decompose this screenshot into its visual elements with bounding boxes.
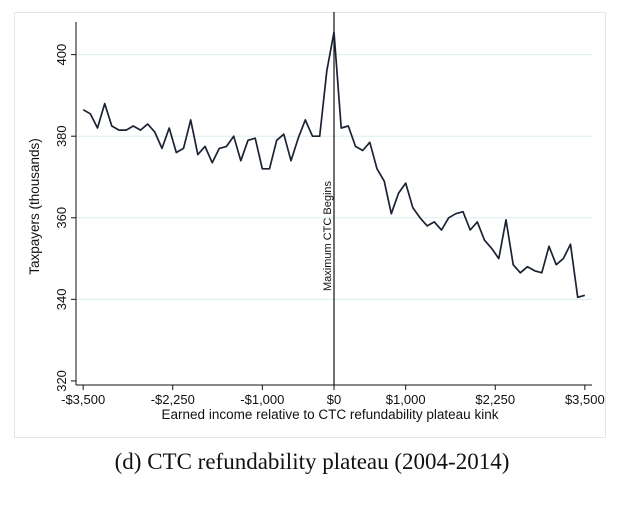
data-point: [583, 294, 586, 297]
data-point: [576, 296, 579, 299]
data-point: [196, 153, 199, 156]
data-point: [397, 192, 400, 195]
data-point: [411, 206, 414, 209]
data-point: [96, 127, 99, 130]
data-point: [118, 129, 121, 132]
data-point: [146, 123, 149, 126]
data-point: [376, 167, 379, 170]
y-tick-label-360: 360: [54, 207, 69, 229]
data-point: [469, 229, 472, 232]
y-tick-label-380: 380: [54, 125, 69, 147]
data-point: [161, 147, 164, 150]
data-point: [311, 135, 314, 138]
x-tick-label-0: -$3,500: [61, 392, 105, 407]
data-point: [182, 147, 185, 150]
data-point: [290, 159, 293, 162]
data-point: [569, 243, 572, 246]
data-point: [354, 145, 357, 148]
data-point: [275, 139, 278, 142]
data-point: [325, 69, 328, 72]
data-point: [462, 210, 465, 213]
data-point: [247, 139, 250, 142]
tick-layer: 320 340 360 380 400 -$3,500 -$2,250 -$1,000 $0 $1…: [54, 44, 605, 407]
data-point: [440, 229, 443, 232]
data-point: [533, 269, 536, 272]
data-point: [454, 212, 457, 215]
data-point: [390, 212, 393, 215]
data-point: [433, 220, 436, 223]
data-point: [404, 182, 407, 185]
data-point: [540, 271, 543, 274]
annotation-label: Maximum CTC Begins: [322, 180, 334, 291]
y-tick-label-340: 340: [54, 288, 69, 310]
data-point: [304, 118, 307, 121]
series-layer: [82, 31, 586, 299]
data-point: [340, 127, 343, 130]
data-point: [333, 31, 336, 34]
data-point: [318, 135, 321, 138]
data-point: [218, 147, 221, 150]
x-tick-label-5: $2,250: [475, 392, 515, 407]
data-point: [204, 145, 207, 148]
data-point: [368, 141, 371, 144]
data-point: [103, 102, 106, 105]
data-point: [225, 145, 228, 148]
data-point: [232, 135, 235, 138]
x-tick-label-6: $3,500: [565, 392, 605, 407]
x-tick-label-3: $0: [327, 392, 341, 407]
data-point: [125, 129, 128, 132]
data-point: [254, 137, 257, 140]
data-point: [361, 149, 364, 152]
data-point: [82, 108, 85, 111]
data-point: [297, 137, 300, 140]
data-point: [497, 257, 500, 260]
data-point: [526, 265, 529, 268]
data-point: [447, 216, 450, 219]
data-point: [239, 159, 242, 162]
data-point: [110, 125, 113, 128]
data-point: [426, 224, 429, 227]
data-point: [512, 263, 515, 266]
data-point: [168, 127, 171, 130]
data-point: [519, 271, 522, 274]
data-point: [347, 125, 350, 128]
data-point: [476, 220, 479, 223]
data-point: [562, 257, 565, 260]
figure-caption: (d) CTC refundability plateau (2004-2014…: [114, 449, 510, 474]
line-chart: 320 340 360 380 400 -$3,500 -$2,250 -$1,000 $0 $1…: [27, 12, 605, 422]
x-tick-label-4: $1,000: [386, 392, 426, 407]
annotation-layer: Maximum CTC Begins: [322, 12, 335, 385]
data-point: [189, 118, 192, 121]
y-tick-label-320: 320: [54, 370, 69, 392]
data-point: [548, 245, 551, 248]
x-tick-label-1: -$2,250: [151, 392, 195, 407]
data-point: [383, 180, 386, 183]
data-point: [419, 216, 422, 219]
data-point: [490, 247, 493, 250]
series-line-taxpayers: [82, 31, 586, 299]
data-point: [261, 167, 264, 170]
data-point: [483, 239, 486, 242]
data-point: [139, 129, 142, 132]
data-point: [175, 151, 178, 154]
data-point: [268, 167, 271, 170]
data-point: [132, 125, 135, 128]
y-tick-label-400: 400: [54, 44, 69, 66]
data-point: [282, 133, 285, 136]
x-axis-title: Earned income relative to CTC refundabil…: [162, 407, 499, 422]
x-tick-label-2: -$1,000: [240, 392, 284, 407]
data-point: [505, 218, 508, 221]
data-point: [555, 263, 558, 266]
data-point: [153, 131, 156, 134]
data-point: [89, 112, 92, 115]
y-axis-title: Taxpayers (thousands): [27, 138, 42, 275]
data-point: [211, 161, 214, 164]
